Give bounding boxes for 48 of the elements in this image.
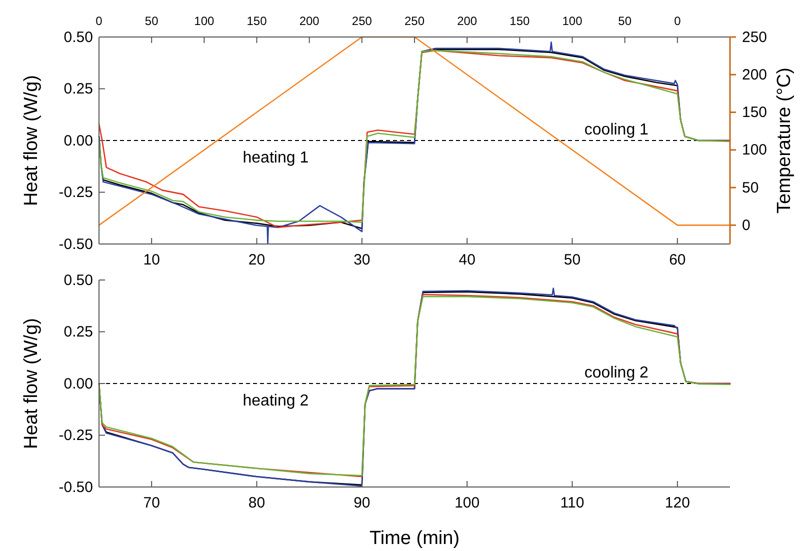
x-tick-label: 110 [560, 494, 584, 512]
text: 100 [562, 14, 583, 28]
y-axis-title: Heat flow (W/g) [21, 318, 42, 449]
x-tick-label: 120 [664, 494, 690, 512]
y-tick-label: -0.25 [58, 427, 93, 444]
y-axis-title: Heat flow (W/g) [21, 75, 42, 206]
annotation: heating 2 [242, 392, 309, 410]
y-tick-label: 0.00 [64, 132, 93, 150]
text: 150 [246, 14, 268, 28]
annotation: heating 1 [242, 150, 309, 166]
x-tick-label: 100 [454, 494, 480, 512]
x-tick-label: 30 [354, 252, 370, 269]
x-tick-label: 50 [564, 252, 581, 269]
y2-axis-title: Temperature (°C) [774, 68, 795, 214]
y-tick-label: -0.50 [58, 236, 93, 253]
text: 0 [96, 14, 103, 28]
y2-tick-label: 100 [742, 142, 768, 159]
text: 0 [674, 14, 682, 28]
text: 200 [457, 14, 478, 28]
x-tick-label: 60 [669, 252, 686, 269]
text: 100 [194, 14, 214, 28]
y-tick-label: 0.50 [64, 272, 93, 289]
y2-tick-label: 150 [742, 104, 768, 122]
text: 250 [404, 14, 425, 28]
text: 200 [299, 14, 320, 28]
x-tick-label: 40 [458, 252, 476, 269]
y2-tick-label: 200 [742, 66, 768, 84]
text: 50 [618, 14, 632, 28]
y2-tick-label: 50 [742, 179, 759, 196]
y2-tick-label: 250 [742, 28, 768, 46]
annotation: cooling 1 [584, 122, 649, 138]
annotation: cooling 2 [584, 364, 649, 382]
x-tick-label: 80 [248, 494, 266, 512]
text: 50 [144, 14, 159, 28]
x-tick-label: 90 [354, 494, 370, 512]
text: 250 [352, 14, 372, 28]
x-tick-label: 10 [143, 252, 160, 269]
x-axis-title: Time (min) [369, 528, 460, 549]
y-tick-label: 0.25 [64, 80, 93, 98]
y-tick-label: -0.50 [58, 478, 93, 496]
text: 150 [510, 14, 530, 28]
y-tick-label: 0.00 [64, 375, 93, 392]
x-tick-label: 70 [143, 494, 160, 512]
y-tick-label: 0.50 [64, 28, 93, 46]
y-tick-label: -0.25 [58, 184, 93, 202]
y2-tick-label: 0 [742, 216, 750, 234]
y-tick-label: 0.25 [64, 324, 93, 341]
x-tick-label: 20 [248, 252, 266, 269]
